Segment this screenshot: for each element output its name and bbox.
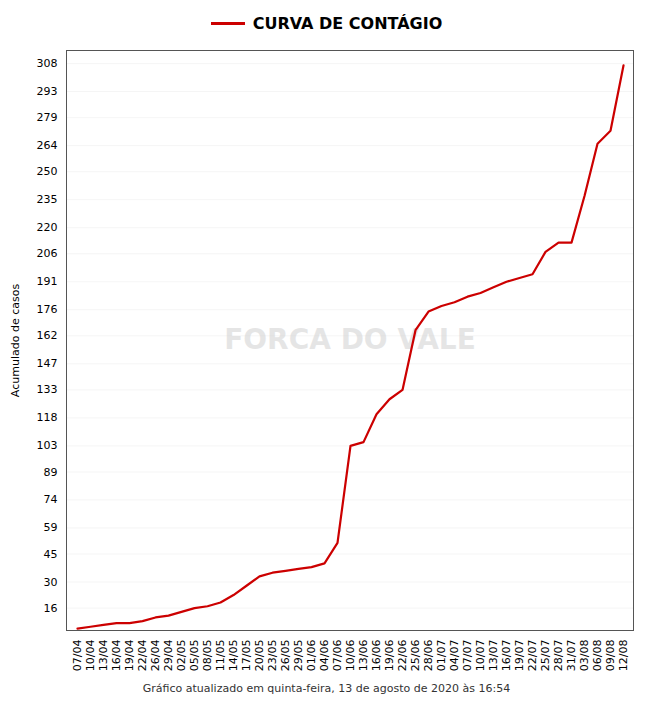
svg-text:103: 103 — [37, 439, 58, 452]
svg-text:176: 176 — [37, 303, 58, 316]
svg-text:26/05: 26/05 — [279, 640, 292, 672]
svg-text:13/07: 13/07 — [487, 640, 500, 672]
svg-text:10/06: 10/06 — [344, 640, 357, 672]
svg-text:28/06: 28/06 — [422, 640, 435, 672]
svg-text:279: 279 — [37, 111, 58, 124]
svg-text:01/06: 01/06 — [305, 640, 318, 672]
svg-text:13/04: 13/04 — [97, 640, 110, 672]
svg-text:11/05: 11/05 — [214, 640, 227, 672]
svg-text:16/07: 16/07 — [500, 640, 513, 672]
svg-text:19/06: 19/06 — [383, 640, 396, 672]
svg-text:14/05: 14/05 — [227, 640, 240, 672]
svg-text:19/04: 19/04 — [123, 640, 136, 672]
svg-text:235: 235 — [37, 193, 58, 206]
svg-text:10/04: 10/04 — [84, 640, 97, 672]
svg-text:89: 89 — [44, 465, 58, 478]
svg-text:22/06: 22/06 — [396, 640, 409, 672]
svg-text:293: 293 — [37, 85, 58, 98]
svg-text:09/08: 09/08 — [604, 640, 617, 672]
svg-text:59: 59 — [44, 521, 58, 534]
svg-text:07/06: 07/06 — [331, 640, 344, 672]
svg-text:162: 162 — [37, 329, 58, 342]
svg-text:264: 264 — [37, 139, 58, 152]
svg-text:17/05: 17/05 — [240, 640, 253, 672]
svg-text:20/05: 20/05 — [253, 640, 266, 672]
svg-text:26/04: 26/04 — [149, 640, 162, 672]
svg-text:04/07: 04/07 — [448, 640, 461, 672]
svg-text:10/07: 10/07 — [474, 640, 487, 672]
svg-text:19/07: 19/07 — [513, 640, 526, 672]
html-text:CURVA DE CONTÁGIO: CURVA DE CONTÁGIO — [252, 13, 443, 33]
svg-text:22/07: 22/07 — [526, 640, 539, 672]
svg-text:206: 206 — [37, 247, 58, 260]
svg-text:08/05: 08/05 — [201, 640, 214, 672]
svg-text:13/06: 13/06 — [357, 640, 370, 672]
svg-text:16/06: 16/06 — [370, 640, 383, 672]
svg-text:12/08: 12/08 — [617, 640, 630, 672]
svg-text:07/04: 07/04 — [71, 640, 84, 672]
svg-text:308: 308 — [37, 57, 58, 70]
svg-text:Acumulado de casos: Acumulado de casos — [9, 284, 22, 398]
svg-text:04/06: 04/06 — [318, 640, 331, 672]
svg-text:07/07: 07/07 — [461, 640, 474, 672]
svg-text:45: 45 — [44, 548, 58, 561]
svg-text:118: 118 — [37, 411, 58, 424]
svg-text:191: 191 — [37, 275, 58, 288]
svg-text:16: 16 — [44, 602, 58, 615]
svg-text:29/05: 29/05 — [292, 640, 305, 672]
svg-text:01/07: 01/07 — [435, 640, 448, 672]
svg-text:28/07: 28/07 — [552, 640, 565, 672]
svg-text:22/04: 22/04 — [136, 640, 149, 672]
svg-text:02/05: 02/05 — [175, 640, 188, 672]
svg-text:16/04: 16/04 — [110, 640, 123, 672]
svg-text:05/05: 05/05 — [188, 640, 201, 672]
svg-text:147: 147 — [37, 357, 58, 370]
svg-text:220: 220 — [37, 221, 58, 234]
svg-text:06/08: 06/08 — [591, 640, 604, 672]
svg-text:74: 74 — [44, 493, 58, 506]
svg-text:23/05: 23/05 — [266, 640, 279, 672]
svg-text:25/06: 25/06 — [409, 640, 422, 672]
svg-text:25/07: 25/07 — [539, 640, 552, 672]
svg-text:30: 30 — [44, 576, 58, 589]
svg-text:FORCA DO VALE: FORCA DO VALE — [224, 323, 476, 356]
svg-text:133: 133 — [37, 383, 58, 396]
svg-text:03/08: 03/08 — [578, 640, 591, 672]
svg-text:250: 250 — [37, 165, 58, 178]
svg-text:29/04: 29/04 — [162, 640, 175, 672]
html-text:Gráfico atualizado em quinta-f: Gráfico atualizado em quinta-feira, 13 d… — [142, 682, 511, 695]
svg-text:31/07: 31/07 — [565, 640, 578, 672]
